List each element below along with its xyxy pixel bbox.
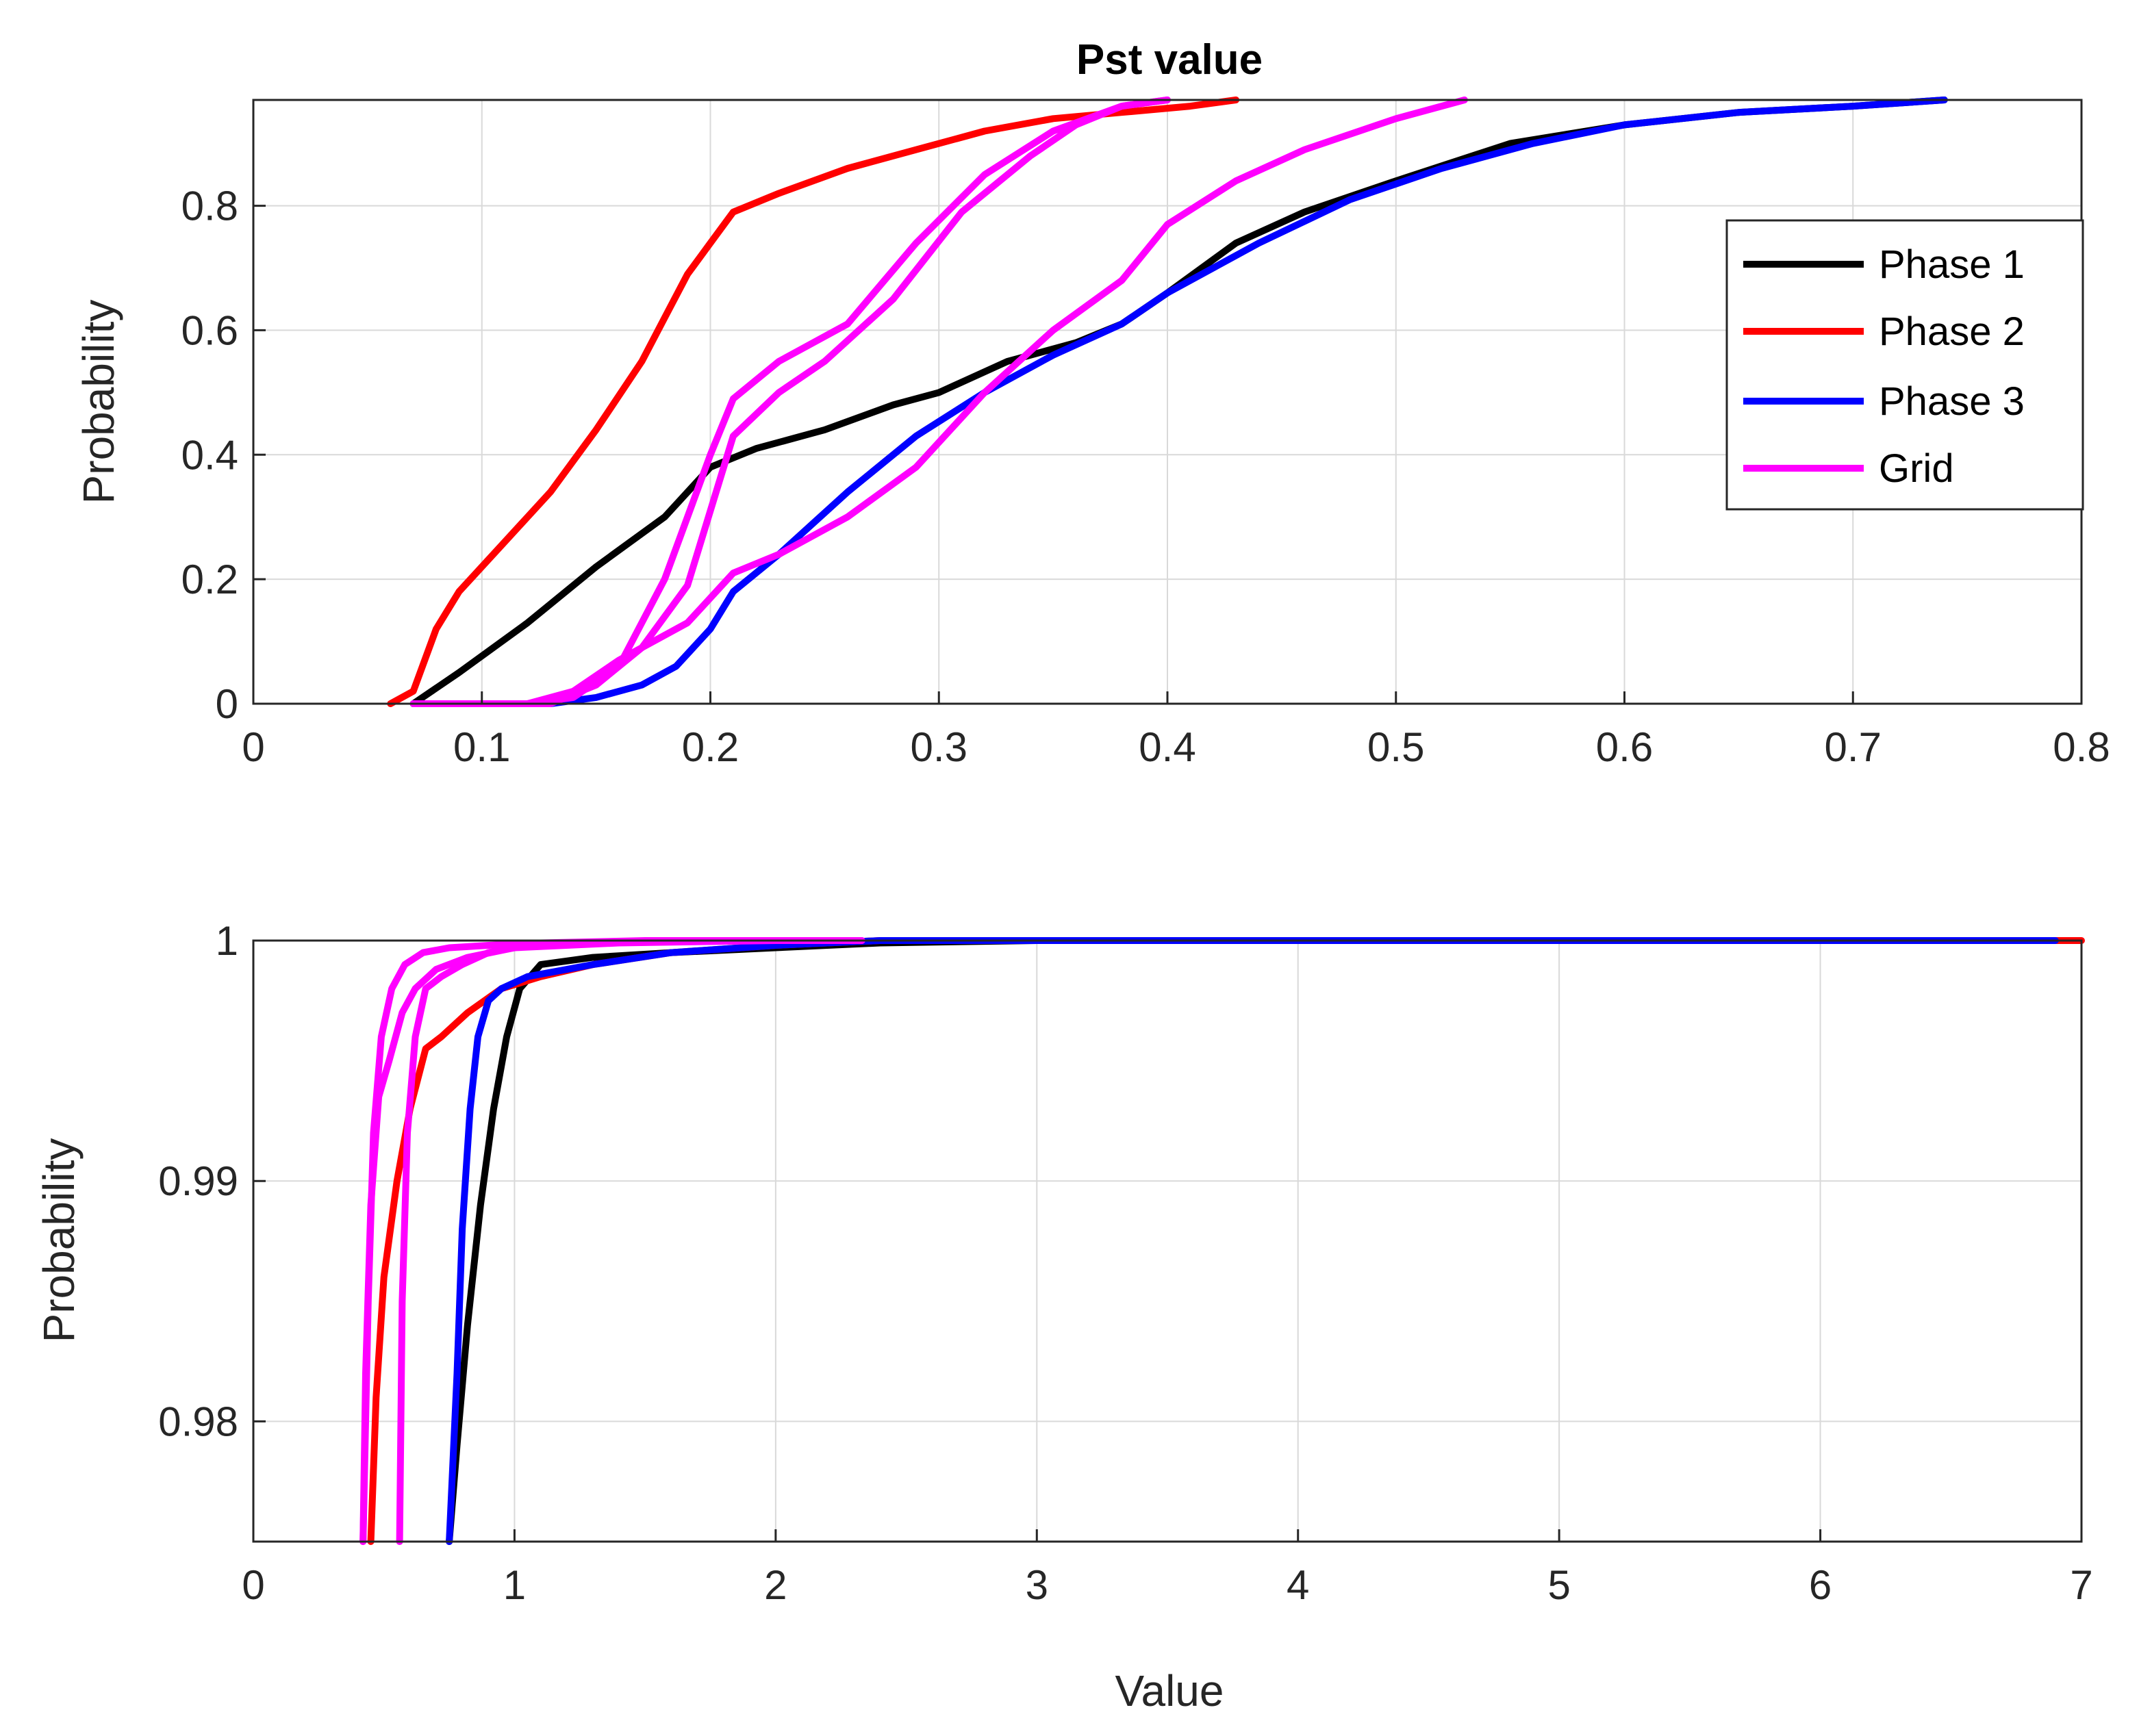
series-line-phase-2-top bbox=[387, 97, 1240, 707]
legend-label-grid: Grid bbox=[1879, 446, 1954, 491]
chart-title: Pst value bbox=[1076, 36, 1263, 84]
y-tick-label-top: 0.2 bbox=[181, 557, 238, 602]
x-tick-label-top: 0.2 bbox=[682, 724, 739, 770]
x-tick-label-bottom: 7 bbox=[2070, 1562, 2092, 1608]
y-ticks-top: 0 0.2 0.4 0.6 0.8 bbox=[181, 183, 266, 727]
legend-label-phase-2: Phase 2 bbox=[1879, 309, 2025, 354]
x-ticks-bottom: 0 1 2 3 4 5 6 7 bbox=[242, 1529, 2093, 1608]
legend-label-phase-1: Phase 1 bbox=[1879, 242, 2025, 287]
x-tick-label-bottom: 2 bbox=[764, 1562, 787, 1608]
x-tick-label-top: 0.4 bbox=[1139, 724, 1195, 770]
series-line-grid-top bbox=[409, 97, 1171, 707]
legend-box bbox=[1725, 219, 2084, 511]
legend-entry-phase-3: Phase 3 bbox=[1743, 379, 2025, 424]
legend-label-phase-3: Phase 3 bbox=[1879, 379, 2025, 424]
x-tick-label-top: 0 bbox=[242, 724, 264, 770]
x-tick-label-top: 0.6 bbox=[1596, 724, 1653, 770]
x-tick-label-top: 0.3 bbox=[911, 724, 967, 770]
x-axis-label-bottom: Value bbox=[1115, 1666, 1224, 1715]
legend: Phase 1 Phase 2 Phase 3 Grid bbox=[1725, 219, 2084, 511]
x-tick-label-bottom: 6 bbox=[1809, 1562, 1832, 1608]
y-tick-label-top: 0.6 bbox=[181, 307, 238, 353]
y-tick-label-bottom: 0.99 bbox=[158, 1158, 238, 1204]
axes-bottom: 0 1 2 3 4 5 6 7 0.98 0.99 1 Probability Value bbox=[34, 918, 2093, 1715]
y-tick-label-top: 0.8 bbox=[181, 183, 238, 229]
x-tick-label-bottom: 5 bbox=[1547, 1562, 1570, 1608]
x-tick-label-top: 0.5 bbox=[1367, 724, 1424, 770]
y-axis-label-top: Probability bbox=[74, 300, 123, 505]
y-tick-label-bottom: 0.98 bbox=[158, 1399, 238, 1444]
x-tick-label-top: 0.1 bbox=[453, 724, 510, 770]
x-tick-label-bottom: 0 bbox=[242, 1562, 264, 1608]
legend-entry-grid: Grid bbox=[1743, 446, 1954, 491]
x-ticks-top: 0 0.1 0.2 0.3 0.4 0.5 0.6 0.7 0.8 bbox=[242, 691, 2110, 770]
y-tick-label-bottom: 1 bbox=[216, 918, 238, 964]
x-tick-label-bottom: 1 bbox=[503, 1562, 526, 1608]
series-line-grid-top bbox=[409, 97, 1468, 707]
x-tick-label-top: 0.7 bbox=[1825, 724, 1882, 770]
y-axis-label-bottom: Probability bbox=[34, 1138, 84, 1343]
y-tick-label-top: 0 bbox=[216, 681, 238, 727]
x-tick-label-bottom: 4 bbox=[1287, 1562, 1309, 1608]
legend-entry-phase-2: Phase 2 bbox=[1743, 309, 2025, 354]
x-tick-label-top: 0.8 bbox=[2053, 724, 2110, 770]
y-ticks-bottom: 0.98 0.99 1 bbox=[158, 918, 266, 1444]
series-lines-top bbox=[387, 97, 1948, 707]
series-line-grid-bottom bbox=[396, 937, 865, 1545]
gridlines-bottom bbox=[253, 941, 2081, 1542]
axes-frame-bottom bbox=[252, 939, 2083, 1543]
legend-entry-phase-1: Phase 1 bbox=[1743, 242, 2025, 287]
y-tick-label-top: 0.4 bbox=[181, 432, 238, 478]
x-tick-label-bottom: 3 bbox=[1026, 1562, 1048, 1608]
plot-area-bottom bbox=[253, 941, 2081, 1542]
axes-top: 0 0.1 0.2 0.3 0.4 0.5 0.6 0.7 0.8 00.20.40.60.8 … bbox=[74, 97, 2110, 770]
